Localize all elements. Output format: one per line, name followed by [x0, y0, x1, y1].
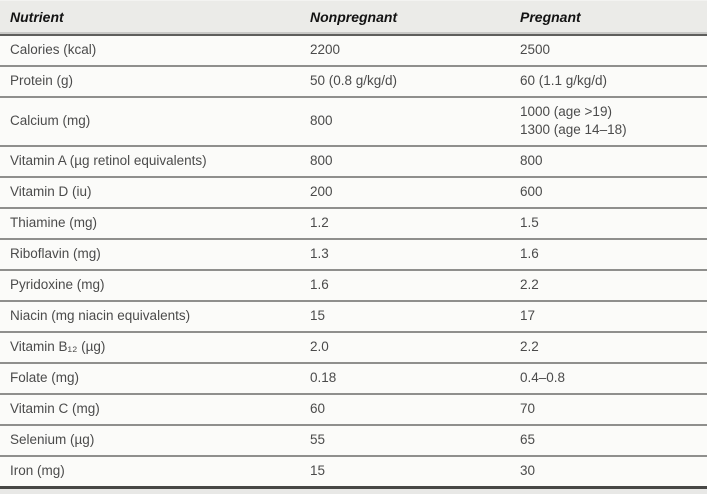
pregnant-cell: 30	[520, 456, 707, 489]
nutrient-cell: Vitamin A (µg retinol equivalents)	[0, 146, 310, 178]
nutrient-cell: Vitamin C (mg)	[0, 394, 310, 426]
nutrient-cell: Thiamine (mg)	[0, 208, 310, 240]
nutrient-cell: Riboflavin (mg)	[0, 239, 310, 271]
nutrient-cell: Protein (g)	[0, 66, 310, 98]
table-row: Protein (g) 50 (0.8 g/kg/d) 60 (1.1 g/kg…	[0, 66, 707, 98]
nonpregnant-cell: 200	[310, 177, 520, 209]
table-row: Calcium (mg) 800 1000 (age >19) 1300 (ag…	[0, 97, 707, 147]
pregnant-cell: 0.4–0.8	[520, 363, 707, 395]
pregnant-cell: 17	[520, 301, 707, 333]
column-header-nonpregnant: Nonpregnant	[310, 0, 520, 36]
nonpregnant-cell: 800	[310, 146, 520, 178]
pregnant-cell: 800	[520, 146, 707, 178]
table-row: Niacin (mg niacin equivalents) 15 17	[0, 301, 707, 333]
table-header-row: Nutrient Nonpregnant Pregnant	[0, 0, 707, 36]
pregnant-cell: 2.2	[520, 270, 707, 302]
table-row: Vitamin B₁₂ (µg) 2.0 2.2	[0, 332, 707, 364]
nutrient-cell: Vitamin D (iu)	[0, 177, 310, 209]
nonpregnant-cell: 15	[310, 301, 520, 333]
table-row: Riboflavin (mg) 1.3 1.6	[0, 239, 707, 271]
pregnant-cell: 70	[520, 394, 707, 426]
pregnant-cell: 600	[520, 177, 707, 209]
nutrient-cell: Calories (kcal)	[0, 35, 310, 67]
table-row: Vitamin C (mg) 60 70	[0, 394, 707, 426]
nonpregnant-cell: 0.18	[310, 363, 520, 395]
nonpregnant-cell: 60	[310, 394, 520, 426]
nutrient-cell: Iron (mg)	[0, 456, 310, 489]
column-header-pregnant: Pregnant	[520, 0, 707, 36]
table-row: Vitamin D (iu) 200 600	[0, 177, 707, 209]
table-row: Pyridoxine (mg) 1.6 2.2	[0, 270, 707, 302]
nonpregnant-cell: 1.2	[310, 208, 520, 240]
table-row: Calories (kcal) 2200 2500	[0, 35, 707, 67]
column-header-nutrient: Nutrient	[0, 0, 310, 36]
table-row: Vitamin A (µg retinol equivalents) 800 8…	[0, 146, 707, 178]
table-row: Selenium (µg) 55 65	[0, 425, 707, 457]
pregnant-cell: 1.6	[520, 239, 707, 271]
nonpregnant-cell: 50 (0.8 g/kg/d)	[310, 66, 520, 98]
nonpregnant-cell: 15	[310, 456, 520, 489]
pregnant-cell: 2500	[520, 35, 707, 67]
pregnant-cell: 1000 (age >19) 1300 (age 14–18)	[520, 97, 707, 147]
nonpregnant-cell: 2200	[310, 35, 520, 67]
nutrient-cell: Niacin (mg niacin equivalents)	[0, 301, 310, 333]
nutrient-cell: Folate (mg)	[0, 363, 310, 395]
nonpregnant-cell: 55	[310, 425, 520, 457]
nonpregnant-cell: 2.0	[310, 332, 520, 364]
nonpregnant-cell: 800	[310, 97, 520, 147]
table-row: Thiamine (mg) 1.2 1.5	[0, 208, 707, 240]
pregnant-cell: 60 (1.1 g/kg/d)	[520, 66, 707, 98]
pregnant-cell: 2.2	[520, 332, 707, 364]
table-row: Folate (mg) 0.18 0.4–0.8	[0, 363, 707, 395]
pregnant-cell: 65	[520, 425, 707, 457]
nonpregnant-cell: 1.3	[310, 239, 520, 271]
nutrient-cell: Calcium (mg)	[0, 97, 310, 147]
nutrient-cell: Selenium (µg)	[0, 425, 310, 457]
nutrient-cell: Vitamin B₁₂ (µg)	[0, 332, 310, 364]
table-row: Iron (mg) 15 30	[0, 456, 707, 489]
nonpregnant-cell: 1.6	[310, 270, 520, 302]
nutrient-cell: Pyridoxine (mg)	[0, 270, 310, 302]
pregnant-cell: 1.5	[520, 208, 707, 240]
